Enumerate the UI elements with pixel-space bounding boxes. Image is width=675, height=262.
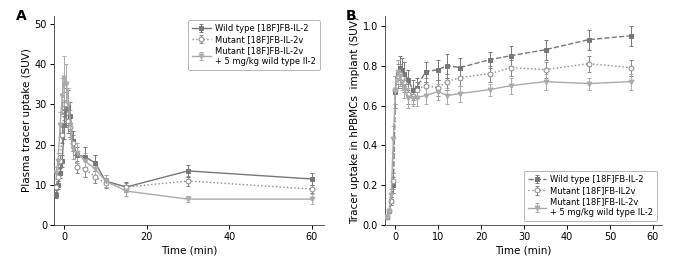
Text: B: B xyxy=(346,9,356,23)
Y-axis label: Tracer uptake in hPBMCs  implant (SUV): Tracer uptake in hPBMCs implant (SUV) xyxy=(350,17,360,225)
X-axis label: Time (min): Time (min) xyxy=(161,245,217,255)
X-axis label: Time (min): Time (min) xyxy=(495,245,551,255)
Text: A: A xyxy=(16,9,27,23)
Y-axis label: Plasma tracer uptake (SUV): Plasma tracer uptake (SUV) xyxy=(22,48,32,193)
Legend: Wild type [18F]FB-IL-2, Mutant [18F]FB-IL-2v, Mutant [18F]FB-IL-2v
+ 5 mg/kg wil: Wild type [18F]FB-IL-2, Mutant [18F]FB-I… xyxy=(188,20,320,70)
Legend: Wild type [18F]FB-IL-2, Mutant [18F]FB-IL2v, Mutant [18F]FB-IL-2v
+ 5 mg/kg wild: Wild type [18F]FB-IL-2, Mutant [18F]FB-I… xyxy=(524,171,657,221)
